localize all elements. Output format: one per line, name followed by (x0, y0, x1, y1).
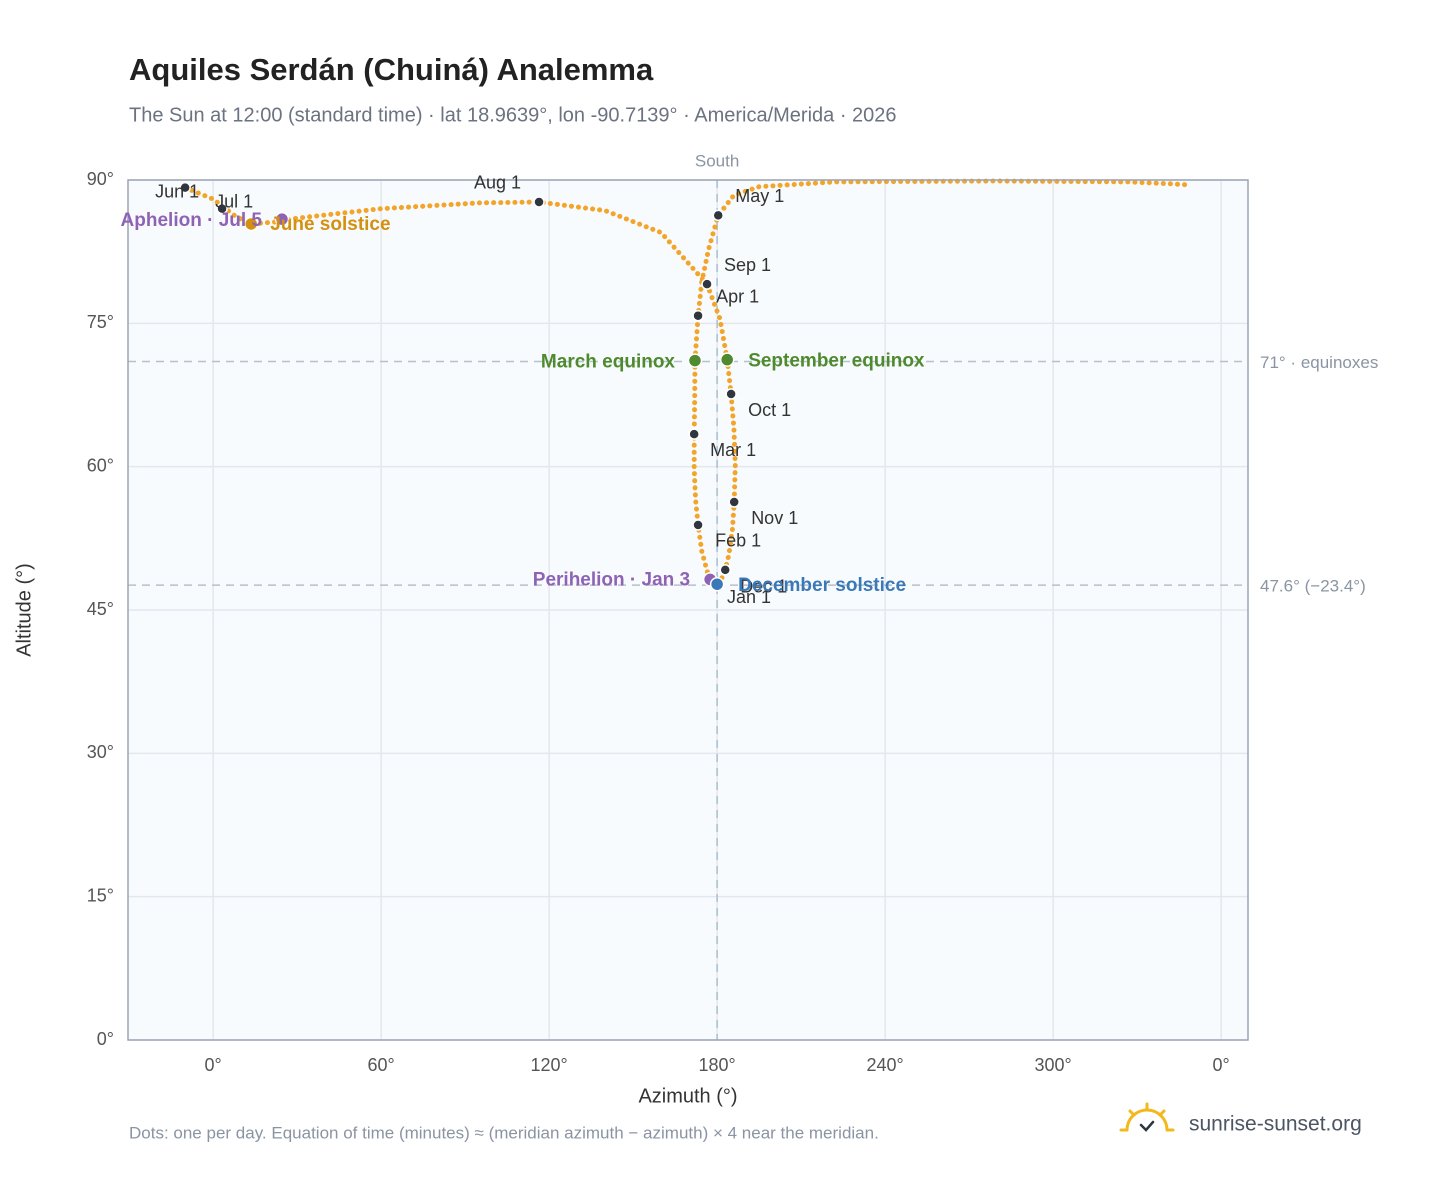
month-label: Mar 1 (710, 440, 756, 460)
month-point (719, 564, 731, 576)
month-point (533, 196, 545, 208)
y-tick-label: 60° (87, 455, 114, 475)
event-point (719, 352, 735, 367)
chart-subtitle: The Sun at 12:00 (standard time) · lat 1… (129, 104, 897, 126)
plot-frame (127, 179, 1249, 1041)
y-tick-label: 0° (97, 1029, 114, 1049)
month-point (692, 519, 704, 531)
event-label: December solstice (738, 575, 906, 596)
event-label: June solstice (270, 214, 390, 235)
brand-name: sunrise-sunset.org (1189, 1113, 1362, 1136)
month-point (179, 181, 191, 194)
month-label: Dec 1 (740, 577, 787, 597)
x-axis-label: Azimuth (°) (638, 1085, 737, 1107)
x-tick-label: 180° (699, 1055, 736, 1075)
event-point (687, 353, 703, 368)
x-tick-label: 0° (1213, 1055, 1230, 1075)
y-tick-label: 90° (87, 169, 114, 189)
month-point (216, 202, 228, 215)
x-tick-label: 60° (368, 1055, 395, 1075)
month-label: Jan 1 (727, 587, 771, 607)
y-tick-label: 30° (87, 742, 114, 762)
footnote: Dots: one per day. Equation of time (min… (129, 1123, 879, 1142)
event-point (274, 211, 290, 227)
event-point (243, 216, 259, 232)
reference-label: South (695, 151, 739, 170)
reference-label: 47.6° (−23.4°) (1260, 577, 1366, 596)
y-tick-label: 45° (87, 599, 114, 619)
event-label: September equinox (748, 351, 925, 372)
month-label: May 1 (735, 186, 784, 206)
month-label: Oct 1 (748, 400, 791, 420)
brand-logo (1119, 1102, 1175, 1132)
x-tick-label: 120° (531, 1055, 568, 1075)
month-point (692, 309, 704, 322)
y-tick-label: 75° (87, 312, 114, 332)
event-label: Perihelion · Jan 3 (533, 569, 690, 590)
month-label: Apr 1 (716, 286, 759, 306)
month-label: Aug 1 (474, 173, 521, 193)
month-label: Sep 1 (724, 255, 771, 275)
reference-label: 71° · equinoxes (1260, 353, 1378, 372)
month-label: Feb 1 (715, 531, 761, 551)
chart-title: Aquiles Serdán (Chuiná) Analemma (129, 52, 654, 87)
month-label: Nov 1 (751, 508, 798, 528)
month-label: Jun 1 (155, 181, 199, 201)
event-point (709, 576, 725, 592)
y-tick-label: 15° (87, 885, 114, 905)
month-point (725, 388, 737, 400)
event-label: March equinox (541, 352, 676, 373)
month-label: Jul 1 (215, 191, 253, 211)
month-point (688, 428, 700, 440)
x-tick-label: 300° (1035, 1055, 1072, 1075)
x-tick-label: 240° (867, 1055, 904, 1075)
y-axis-label: Altitude (°) (13, 563, 35, 657)
event-label: Aphelion · Jul 5 (121, 210, 263, 231)
month-point (712, 209, 724, 222)
month-point (701, 278, 713, 290)
x-tick-label: 0° (205, 1055, 222, 1075)
month-point (728, 496, 740, 508)
